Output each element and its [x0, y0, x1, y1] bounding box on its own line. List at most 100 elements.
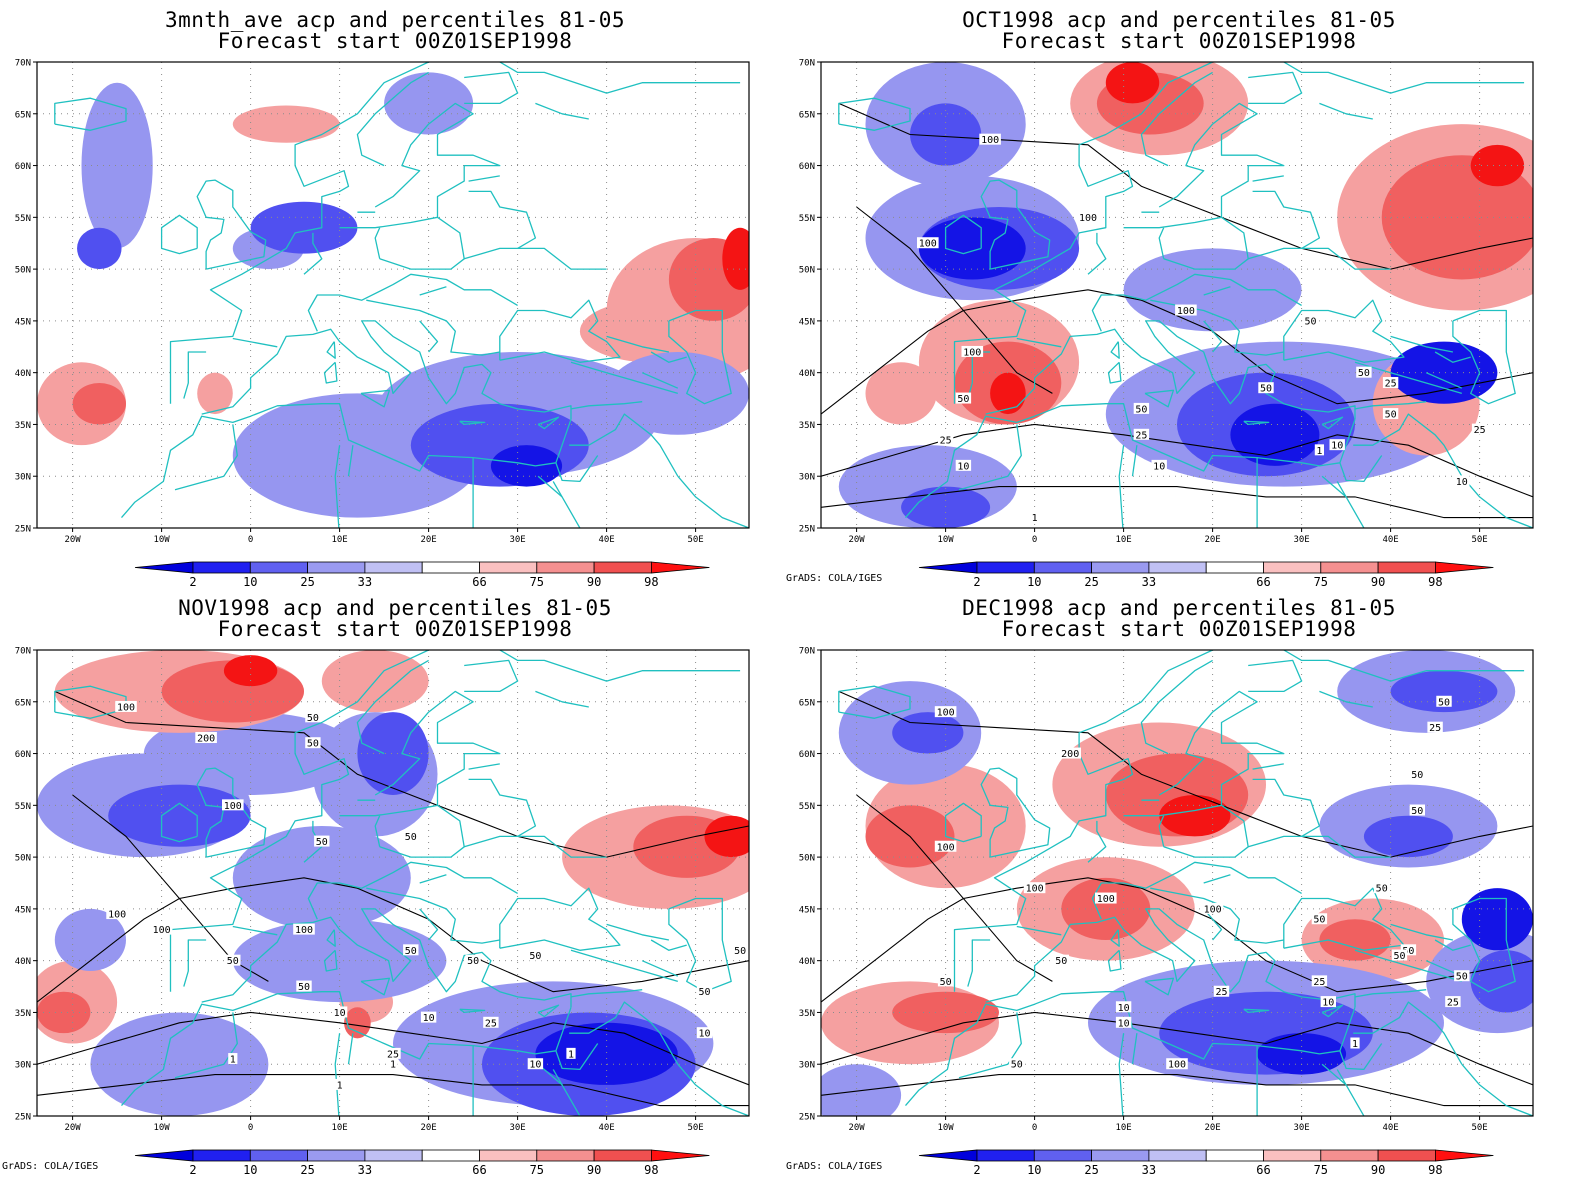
colorbar-label: 10	[1027, 575, 1041, 589]
coastline	[953, 62, 1213, 404]
coastline	[356, 659, 429, 755]
coastline	[1118, 445, 1125, 528]
above-normal-area	[37, 991, 91, 1034]
contour-line	[37, 1074, 749, 1107]
panel-3-month-average: 3mnth_ave acp and percentiles 81-05 Fore…	[0, 0, 790, 594]
coastline	[326, 929, 336, 947]
coastline	[650, 939, 687, 951]
coastline	[499, 887, 621, 951]
coastline	[499, 299, 621, 363]
coastline	[468, 763, 500, 770]
below-normal-area	[232, 919, 447, 1003]
coastline	[570, 401, 643, 410]
below-normal-area	[901, 486, 991, 528]
coastline	[1336, 1069, 1347, 1086]
contour-label: 50	[940, 977, 952, 988]
lat-tick-label: 50N	[15, 854, 31, 864]
contour-label: 200	[1061, 749, 1079, 760]
coastline	[1252, 190, 1321, 249]
contour-label-box	[1409, 768, 1425, 780]
contour-label-box	[1213, 985, 1230, 997]
contour-line	[838, 102, 1533, 270]
lon-tick-label: 40E	[1382, 535, 1398, 545]
coastline	[1461, 1063, 1533, 1116]
lon-tick-label: 10W	[937, 1123, 954, 1133]
contour-label: 10	[957, 461, 969, 472]
colorbar-arrow-left	[134, 561, 194, 574]
coastline	[570, 361, 678, 395]
coastline	[303, 232, 323, 275]
coastline	[326, 341, 336, 359]
contour-label-box	[1059, 747, 1081, 759]
contour-label-box	[1454, 475, 1470, 487]
coastline	[459, 420, 486, 426]
colorbar-segment	[307, 561, 366, 574]
coastline	[201, 908, 572, 1008]
contour-label: 50	[529, 951, 541, 962]
contour-label-box	[955, 459, 972, 471]
lon-tick-label: 10E	[331, 535, 347, 545]
contour-label-box	[388, 1058, 398, 1070]
coastline	[668, 309, 732, 405]
contour-label-box	[314, 835, 330, 847]
coastline	[1354, 361, 1462, 395]
lon-tick-label: 20W	[848, 535, 865, 545]
contour-label-box	[305, 711, 321, 723]
coastline	[347, 445, 354, 477]
contour-label-box	[1201, 902, 1224, 914]
coastline	[1107, 361, 1122, 384]
panel-title: 3mnth_ave acp and percentiles 81-05	[164, 8, 625, 32]
contour-label-box	[483, 1016, 499, 1028]
coastline	[555, 455, 599, 483]
contour-line	[856, 206, 1053, 394]
coastline	[169, 62, 429, 404]
colorbar-segment	[421, 561, 480, 574]
contour-label: 50	[405, 946, 417, 957]
coastline	[1336, 481, 1347, 498]
lon-tick-label: 0	[1032, 1123, 1037, 1133]
contour-label: 50	[1260, 384, 1272, 395]
contour-label-box	[305, 737, 321, 749]
coastline	[1252, 763, 1284, 770]
colorbar-segment	[1205, 1149, 1264, 1162]
coastline	[1390, 923, 1454, 941]
contour-label-box	[527, 1058, 544, 1070]
percentile-map: 1002001001001001005050505050505050252525…	[799, 647, 1534, 1177]
colorbar-segment	[1205, 561, 1264, 574]
coastline	[1248, 659, 1303, 693]
above-normal-area	[1159, 794, 1231, 837]
colorbar-label: 75	[1314, 1163, 1328, 1177]
colorbar-label: 66	[1256, 1163, 1270, 1177]
colorbar-label: 2	[973, 575, 980, 589]
below-normal-area	[1390, 670, 1498, 713]
coastline	[944, 214, 982, 255]
contour-label: 100	[224, 801, 242, 812]
contour-line	[821, 1011, 1533, 1086]
above-normal-area	[892, 991, 999, 1034]
coastline	[1158, 227, 1165, 259]
contour-label: 100	[919, 239, 937, 250]
lon-tick-label: 20E	[1204, 1123, 1220, 1133]
coastline	[1131, 1033, 1138, 1065]
contour-label-box	[115, 700, 137, 712]
coastline	[201, 320, 572, 420]
contour-label-box	[1175, 304, 1197, 316]
above-normal-area	[223, 655, 278, 687]
colorbar-arrow-left	[134, 1149, 194, 1162]
coastline	[1319, 102, 1373, 120]
lon-tick-label: 50E	[687, 535, 703, 545]
contour-label: 10	[529, 1060, 541, 1071]
contour-label-box	[1133, 428, 1150, 440]
coastline	[570, 949, 678, 983]
coastline	[419, 286, 447, 296]
contour-label-box	[1077, 211, 1099, 223]
contour-label-box	[937, 975, 954, 987]
lon-tick-label: 10W	[153, 1123, 170, 1133]
coastline	[650, 351, 687, 363]
contour-label-box	[1258, 382, 1274, 394]
coastline	[464, 71, 519, 105]
coastline	[1461, 475, 1533, 528]
contour-label-box	[1115, 1016, 1132, 1028]
lat-tick-label: 35N	[15, 1009, 31, 1019]
contour-label: 25	[1313, 977, 1325, 988]
